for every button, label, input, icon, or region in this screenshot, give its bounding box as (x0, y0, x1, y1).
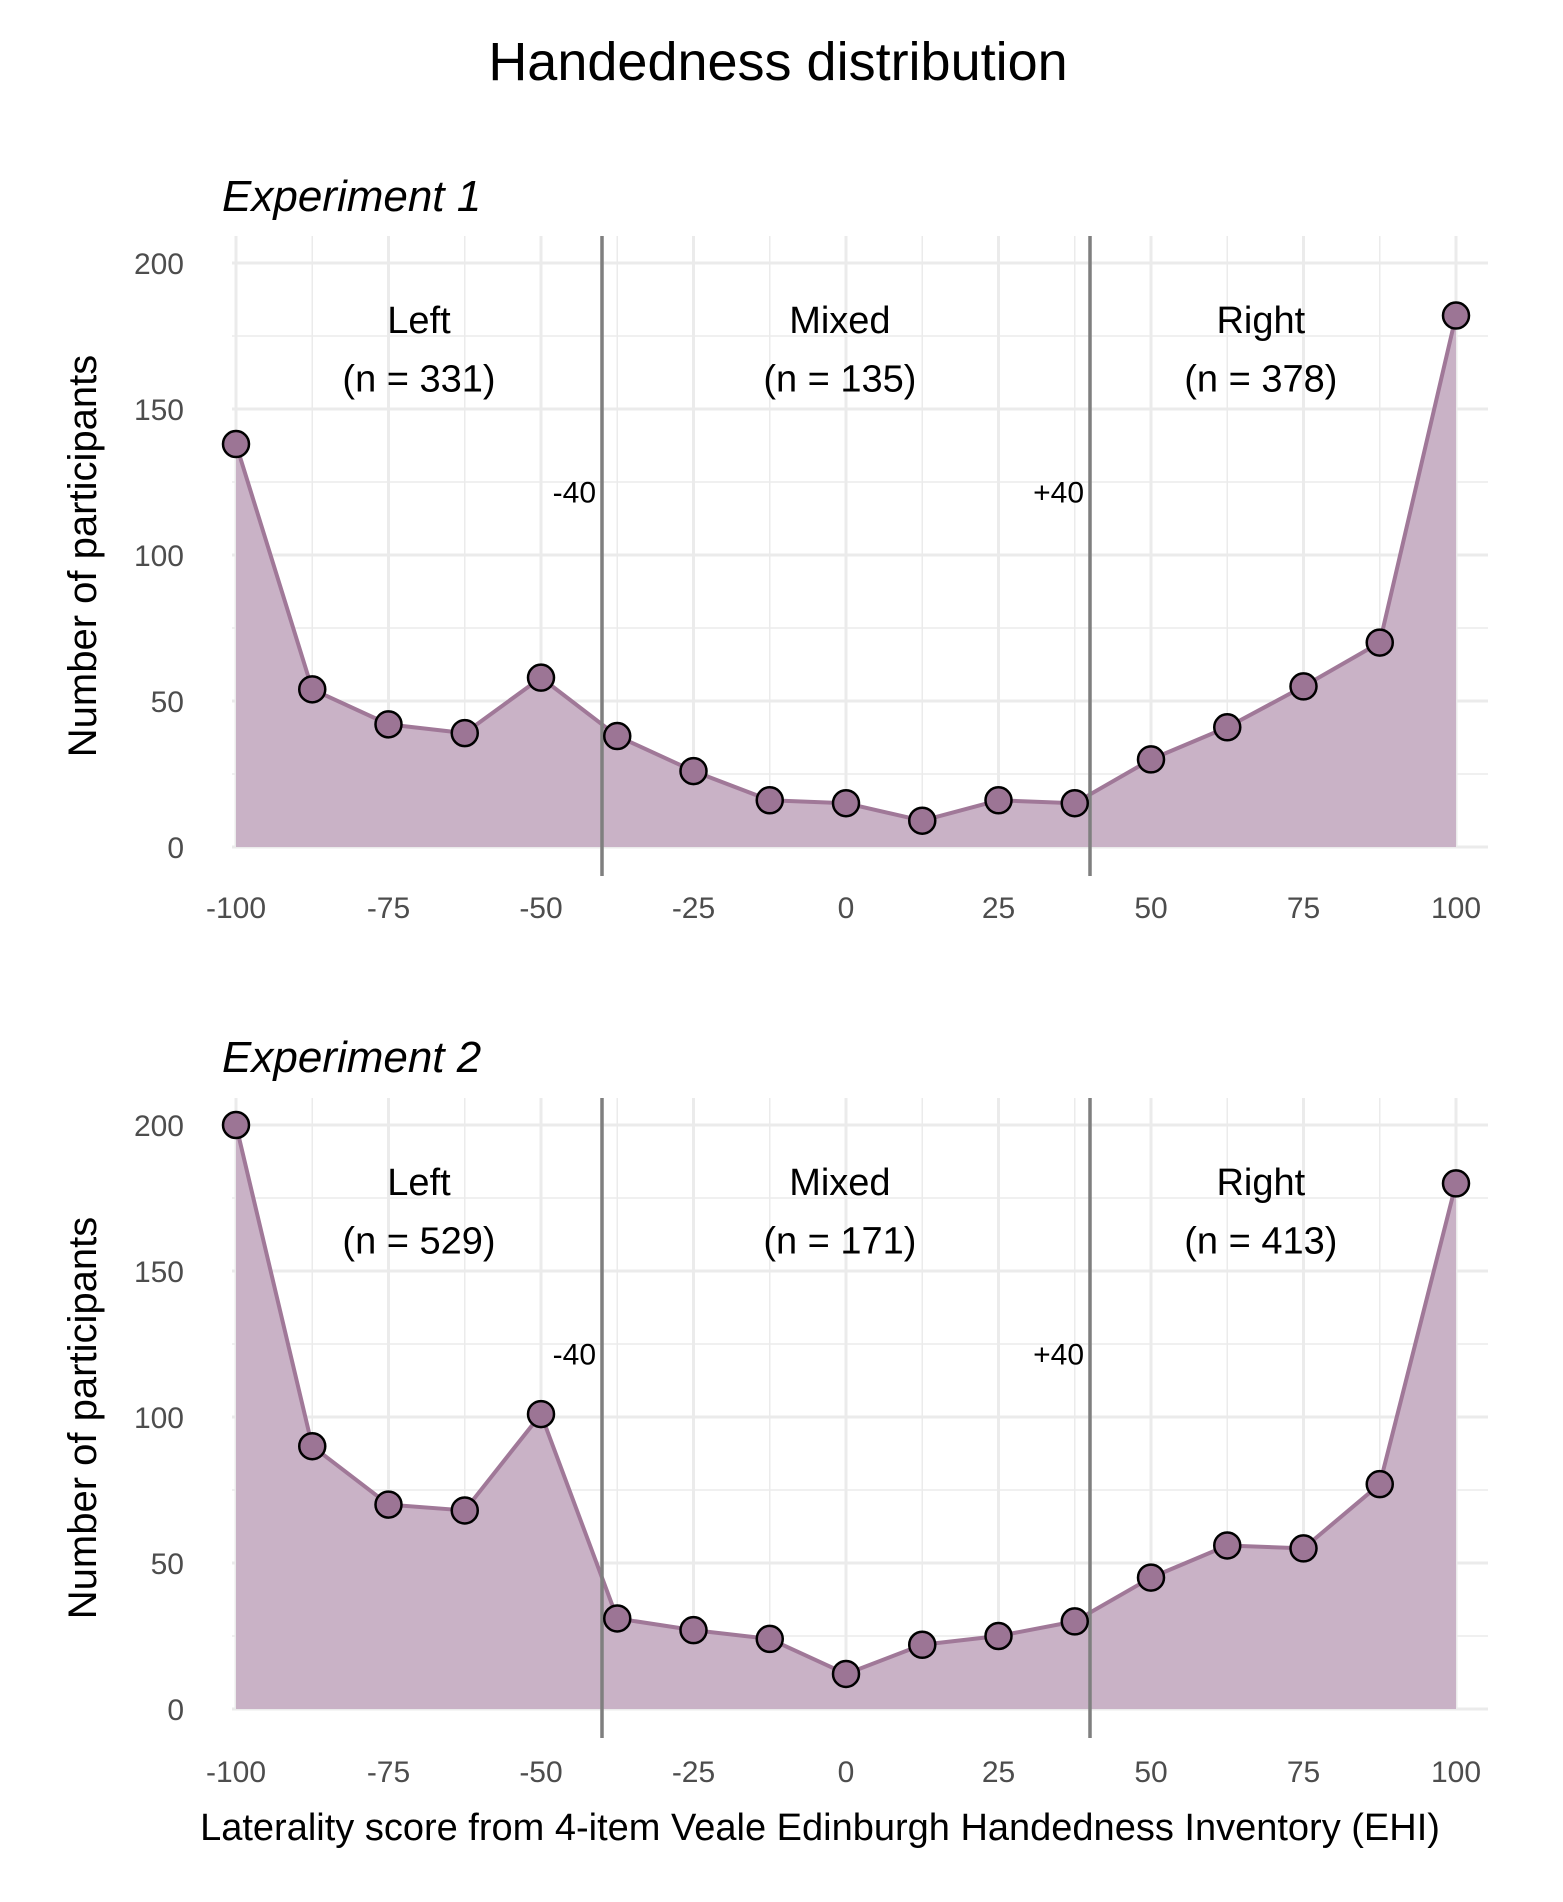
data-point (1060, 1607, 1089, 1636)
data-point (450, 718, 479, 748)
y-tick-label: 200 (134, 248, 184, 281)
data-point (603, 1604, 632, 1633)
data-point (374, 710, 403, 739)
x-tick-label: 50 (1134, 892, 1167, 925)
y-tick-label: 0 (167, 832, 184, 865)
data-point (221, 429, 251, 459)
x-tick-label: 0 (838, 892, 855, 925)
region-name: Left (387, 1162, 451, 1204)
data-point (1213, 1531, 1242, 1560)
area-fill (236, 1125, 1456, 1709)
panel-experiment-2: Experiment 2 -40 +40 Left (n = 529) Mixed (n =… (61, 1033, 1488, 1789)
y-tick-label: 100 (134, 540, 184, 573)
region-name: Left (387, 300, 451, 342)
region-name: Right (1216, 300, 1305, 342)
data-point (908, 1630, 937, 1660)
region-count: (n = 529) (342, 1220, 495, 1262)
y-tick-label: 50 (151, 686, 184, 719)
data-point (679, 1615, 708, 1645)
data-point (755, 1624, 784, 1654)
panel-title: Experiment 1 (222, 172, 481, 221)
data-point (984, 1621, 1013, 1651)
data-point (374, 1490, 403, 1519)
x-tick-label: -100 (206, 892, 266, 925)
data-point (298, 675, 327, 704)
data-point (603, 721, 632, 751)
data-point (1441, 1169, 1471, 1198)
x-axis-label: Laterality score from 4-item Veale Edinb… (200, 1807, 1440, 1849)
region-count: (n = 171) (763, 1220, 916, 1262)
region-count: (n = 413) (1184, 1220, 1337, 1262)
threshold-label: +40 (1033, 1338, 1084, 1371)
x-tick-label: 100 (1431, 892, 1481, 925)
x-tick-label: -25 (672, 1756, 715, 1789)
data-point (1060, 788, 1089, 818)
threshold-label: +40 (1033, 476, 1084, 509)
area-fill (236, 315, 1456, 847)
x-tick-label: -25 (672, 892, 715, 925)
y-tick-label: 150 (134, 394, 184, 427)
region-count: (n = 331) (342, 358, 495, 400)
x-tick-label: 25 (982, 892, 1015, 925)
data-point (1441, 301, 1471, 330)
panel-experiment-1: Experiment 1 -40 +40 Left (n = 331) Mixed (n =… (61, 172, 1488, 925)
region-count: (n = 378) (1184, 358, 1337, 400)
threshold-label: -40 (553, 1338, 596, 1371)
x-tick-label: -100 (206, 1756, 266, 1789)
y-tick-label: 200 (134, 1110, 184, 1143)
data-point (755, 786, 784, 815)
x-tick-label: 75 (1287, 1756, 1320, 1789)
x-tick-label: 0 (838, 1756, 855, 1789)
region-name: Right (1216, 1162, 1305, 1204)
region-name: Mixed (789, 1162, 890, 1204)
figure-title: Handedness distribution (488, 32, 1067, 92)
data-point (1365, 1469, 1394, 1499)
y-axis-label: Number of participants (61, 355, 105, 757)
x-tick-label: 25 (982, 1756, 1015, 1789)
x-tick-label: 75 (1287, 892, 1320, 925)
data-point (526, 1399, 556, 1429)
data-point (984, 786, 1013, 815)
data-point (1213, 713, 1242, 742)
x-tick-label: -75 (367, 892, 410, 925)
data-point (298, 1431, 327, 1461)
threshold-label: -40 (553, 476, 596, 509)
y-tick-label: 150 (134, 1256, 184, 1289)
y-axis-label: Number of participants (61, 1217, 105, 1619)
data-point (1289, 1534, 1318, 1563)
x-tick-label: 50 (1134, 1756, 1167, 1789)
data-point (526, 663, 556, 692)
y-tick-label: 0 (167, 1694, 184, 1727)
data-point (1365, 628, 1394, 657)
data-point (908, 806, 937, 835)
data-point (450, 1496, 479, 1525)
x-tick-label: -75 (367, 1756, 410, 1789)
data-point (1136, 1563, 1166, 1592)
data-point (1289, 672, 1318, 701)
data-point (679, 756, 708, 786)
y-tick-label: 100 (134, 1402, 184, 1435)
data-point (831, 788, 861, 818)
data-point (1136, 745, 1166, 774)
region-name: Mixed (789, 300, 890, 342)
data-point (831, 1659, 861, 1689)
data-point (221, 1110, 251, 1140)
y-tick-label: 50 (151, 1548, 184, 1581)
x-tick-label: -50 (519, 892, 562, 925)
x-tick-label: -50 (519, 1756, 562, 1789)
region-count: (n = 135) (763, 358, 916, 400)
panel-title: Experiment 2 (222, 1033, 481, 1082)
x-tick-label: 100 (1431, 1756, 1481, 1789)
